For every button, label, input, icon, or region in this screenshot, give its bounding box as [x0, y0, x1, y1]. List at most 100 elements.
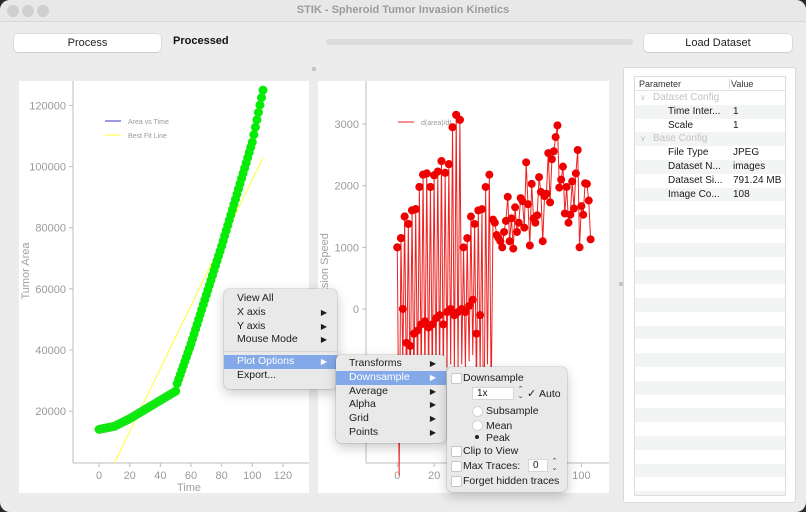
splitter-handle-horizontal[interactable] — [312, 67, 316, 71]
svg-text:20: 20 — [124, 470, 136, 482]
downsample-factor-input[interactable]: 1x — [472, 387, 514, 400]
tree-row[interactable]: Time Inter... 1 — [635, 104, 785, 119]
submenu-arrow-icon: ▶ — [429, 400, 436, 410]
svg-text:100: 100 — [243, 470, 261, 482]
chevron-down-icon[interactable]: ∨ — [640, 134, 646, 144]
parameter-panel: Parameter Value ∨ Dataset Config Time Int… — [623, 67, 796, 503]
forget-hidden-traces-checkbox[interactable] — [451, 476, 462, 487]
svg-text:1000: 1000 — [335, 242, 359, 254]
empty-row — [635, 201, 785, 215]
process-button[interactable]: Process — [14, 34, 161, 52]
menu-item-y-axis[interactable]: Y axis ▶ — [237, 319, 327, 332]
svg-text:d(area)/dt: d(area)/dt — [421, 120, 451, 127]
svg-text:0: 0 — [394, 470, 400, 482]
peak-label: Peak — [486, 432, 510, 444]
svg-text:120000: 120000 — [29, 100, 66, 112]
svg-text:40: 40 — [154, 470, 166, 482]
svg-text:Area vs Time: Area vs Time — [128, 119, 169, 126]
parameter-tree-rows: ∨ Dataset Config Time Inter... 1 Scale 1 ∨ B… — [635, 91, 785, 495]
menu-item-transforms[interactable]: Transforms ▶ — [349, 357, 436, 369]
column-header-value[interactable]: Value — [731, 79, 754, 89]
empty-row — [635, 353, 785, 367]
max-traces-checkbox[interactable] — [451, 461, 462, 472]
column-divider[interactable] — [729, 79, 730, 89]
menu-item-points[interactable]: Points ▶ — [349, 425, 436, 438]
empty-row — [635, 477, 785, 491]
empty-row — [635, 297, 785, 312]
downsample-options-panel: Downsample 1x ⌃ ⌄ ✓ Auto Subsample Mean P… — [447, 367, 567, 492]
tree-row[interactable]: Image Co... 108 — [635, 187, 785, 202]
svg-text:80: 80 — [216, 470, 228, 482]
tree-row[interactable]: Dataset Si... 791.24 MB — [668, 174, 782, 186]
forget-hidden-traces-label: Forget hidden traces — [463, 475, 560, 487]
load-dataset-button[interactable]: Load Dataset — [644, 34, 792, 52]
empty-row — [635, 395, 785, 409]
menu-item-downsample[interactable]: Downsample ▶ — [336, 370, 446, 385]
tree-row[interactable]: Scale 1 — [668, 119, 739, 131]
svg-text:3000: 3000 — [335, 119, 359, 131]
empty-row — [635, 380, 785, 395]
submenu-arrow-icon: ▶ — [429, 386, 436, 396]
svg-text:80000: 80000 — [35, 223, 66, 235]
submenu-arrow-icon: ▶ — [320, 321, 327, 331]
empty-row — [635, 491, 785, 495]
downsample-checkbox[interactable] — [451, 373, 462, 384]
plot-options-submenu: Transforms ▶ Downsample ▶ Average ▶ Alpha ▶ … — [336, 355, 446, 443]
tumor-area-plot[interactable]: 20000 40000 60000 80000 100000 120000 0 20 40 60 8… — [19, 81, 309, 493]
clip-to-view-checkbox[interactable] — [451, 446, 462, 457]
tree-row[interactable]: Dataset N... images — [635, 159, 785, 174]
svg-text:100: 100 — [572, 470, 590, 482]
parameter-tree-header: Parameter Value — [635, 77, 785, 91]
checkmark-icon[interactable]: ✓ — [527, 388, 537, 400]
clip-to-view-label: Clip to View — [463, 445, 519, 457]
splitter-handle-vertical[interactable] — [619, 282, 623, 286]
submenu-arrow-icon: ▶ — [429, 372, 436, 382]
column-header-parameter[interactable]: Parameter — [639, 79, 682, 89]
menu-item-export[interactable]: Export... — [237, 368, 277, 381]
empty-row — [635, 450, 785, 464]
submenu-arrow-icon: ▶ — [320, 357, 327, 367]
menu-item-mouse-mode[interactable]: Mouse Mode ▶ — [237, 333, 327, 346]
tree-group-dataset-config[interactable]: ∨ Dataset Config — [640, 92, 720, 103]
empty-row — [635, 463, 785, 478]
svg-text:60000: 60000 — [35, 284, 66, 296]
svg-text:60: 60 — [185, 470, 197, 482]
tree-group-base-config[interactable]: ∨ Base Config — [635, 132, 785, 147]
progress-bar — [326, 39, 633, 45]
chevron-down-icon[interactable]: ∨ — [640, 93, 646, 102]
menu-item-average[interactable]: Average ▶ — [349, 384, 436, 397]
invasion-speed-chart-canvas[interactable]: 0100020003000020406080100Invasion Speedd… — [318, 81, 609, 493]
mean-radio[interactable] — [472, 420, 483, 431]
factor-stepper[interactable]: ⌃ ⌄ — [517, 386, 524, 400]
menu-item-grid[interactable]: Grid ▶ — [349, 412, 436, 425]
menu-separator — [224, 351, 337, 353]
peak-radio[interactable] — [472, 432, 483, 443]
parameter-tree[interactable]: Parameter Value ∨ Dataset Config Time Int… — [634, 76, 786, 496]
tree-row[interactable]: File Type JPEG — [668, 147, 760, 159]
svg-text:20000: 20000 — [35, 406, 66, 418]
tumor-area-chart-canvas[interactable]: 20000 40000 60000 80000 100000 120000 0 20 40 60 8… — [19, 81, 309, 493]
mean-label: Mean — [486, 420, 513, 432]
max-traces-input[interactable]: 0 — [528, 459, 548, 472]
empty-row — [635, 435, 785, 450]
title-bar[interactable]: STIK - Spheroid Tumor Invasion Kinetics — [0, 0, 806, 22]
svg-text:Tumor Area: Tumor Area — [20, 242, 32, 300]
submenu-arrow-icon: ▶ — [429, 414, 436, 424]
close-window-button[interactable] — [7, 5, 19, 17]
empty-row — [635, 422, 785, 436]
menu-item-plot-options[interactable]: Plot Options ▶ — [224, 355, 337, 369]
zoom-window-button[interactable] — [37, 5, 49, 17]
submenu-arrow-icon: ▶ — [320, 335, 327, 345]
empty-row — [635, 367, 785, 381]
menu-item-alpha[interactable]: Alpha ▶ — [349, 398, 436, 411]
menu-item-x-axis[interactable]: X axis ▶ — [237, 305, 327, 318]
empty-row — [635, 284, 785, 298]
window-title: STIK - Spheroid Tumor Invasion Kinetics — [296, 4, 510, 16]
submenu-arrow-icon: ▶ — [320, 307, 327, 317]
max-traces-label: Max Traces: — [463, 460, 521, 472]
menu-item-view-all[interactable]: View All — [237, 292, 274, 304]
minimize-window-button[interactable] — [22, 5, 34, 17]
subsample-radio[interactable] — [472, 406, 483, 417]
max-traces-stepper[interactable]: ⌃ ⌄ — [551, 458, 558, 472]
